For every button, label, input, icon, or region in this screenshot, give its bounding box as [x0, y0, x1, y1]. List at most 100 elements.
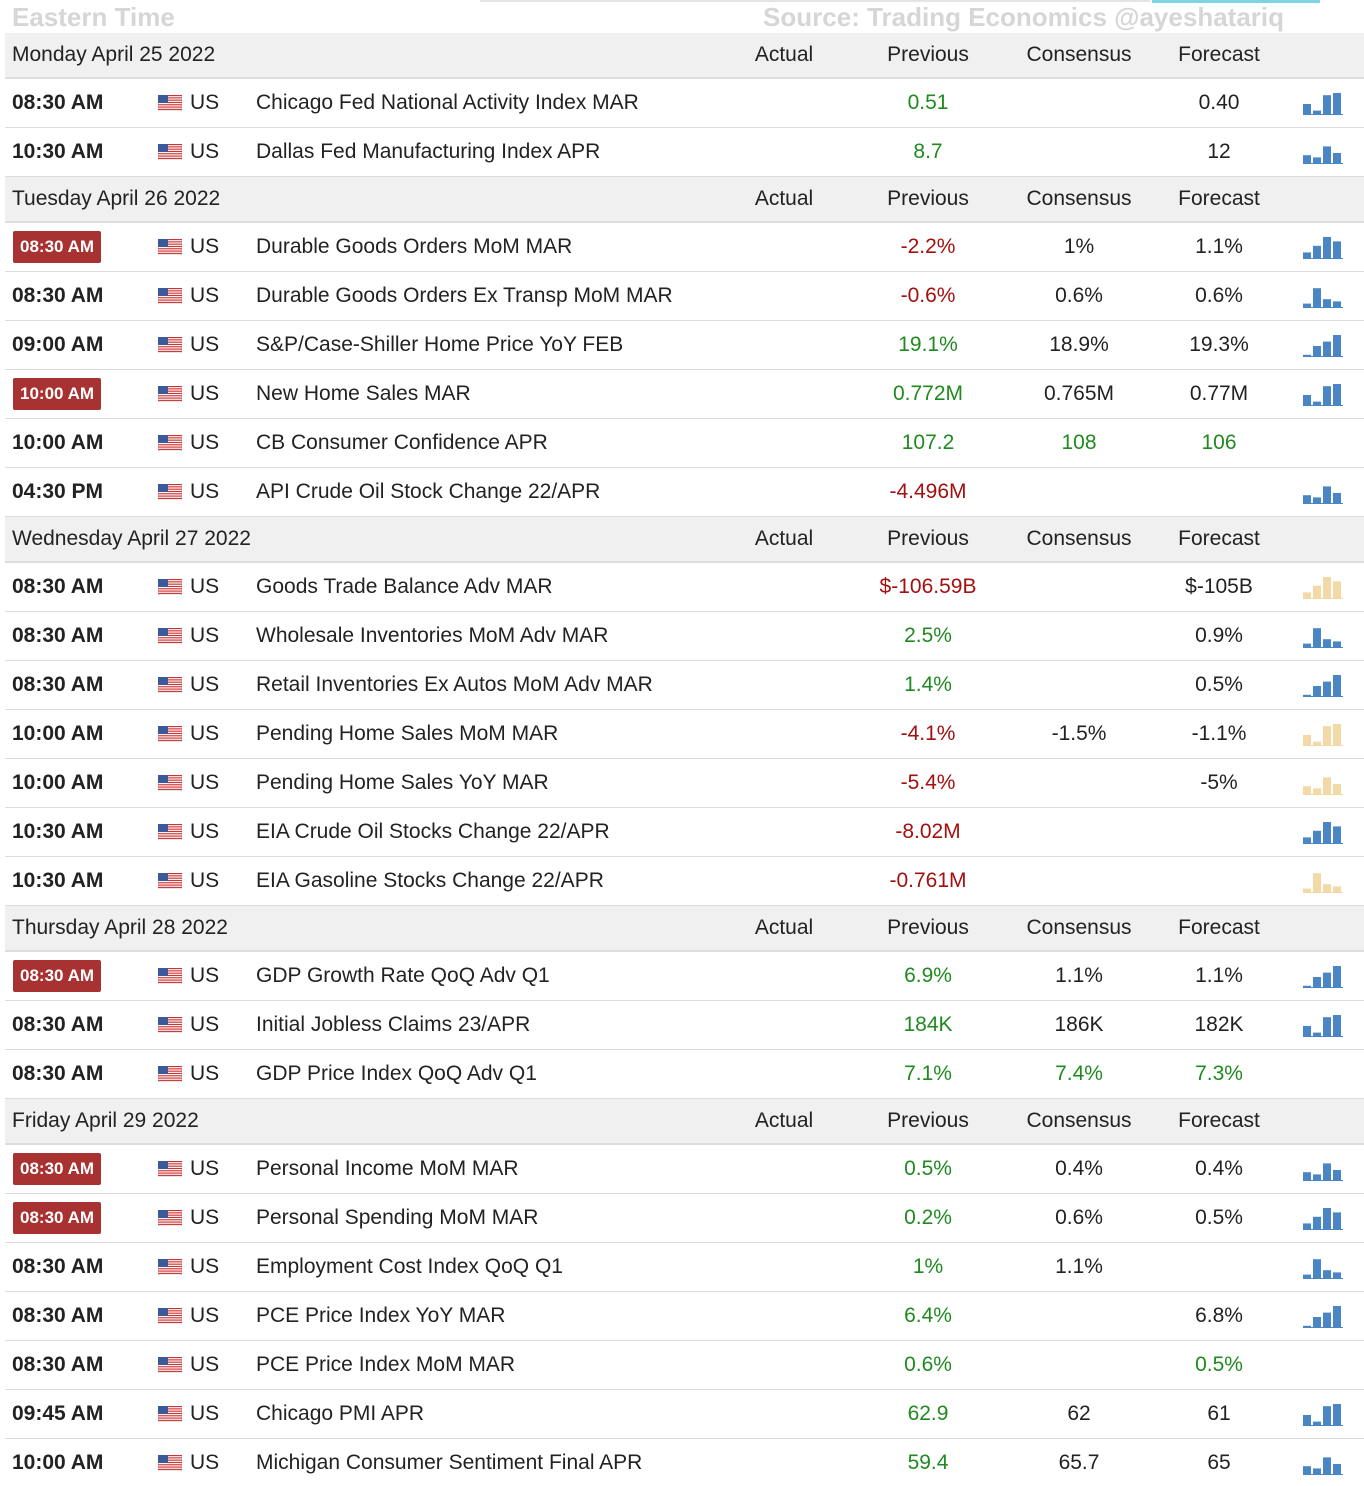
flag-stripe	[158, 250, 182, 252]
flag-stripe	[158, 1026, 182, 1028]
country: US	[190, 624, 220, 647]
flag-stripe	[158, 104, 182, 106]
flag-icon	[158, 1210, 182, 1226]
spark-base	[1303, 987, 1343, 988]
column-label: Forecast	[1178, 43, 1260, 66]
spark-base	[1303, 114, 1343, 115]
event-row: 08:30 AM US PCE Price Index YoY MAR 6.4% 6.8…	[5, 1292, 1364, 1341]
flag-stripe	[158, 437, 182, 439]
previous-value: 8.7	[913, 140, 943, 163]
flag-stripe	[158, 101, 182, 104]
spark-bar	[1323, 681, 1331, 697]
event-name: Wholesale Inventories MoM Adv MAR	[256, 624, 609, 647]
spark-base	[1303, 1229, 1343, 1230]
time: 10:30 AM	[12, 820, 104, 843]
flag-stripe	[158, 835, 182, 837]
country: US	[190, 964, 220, 987]
country: US	[190, 235, 220, 258]
event-name: Goods Trade Balance Adv MAR	[256, 575, 553, 598]
sparkline-icon	[1303, 1208, 1343, 1230]
flag-stripe	[158, 1167, 182, 1170]
sparkline-icon	[1303, 822, 1343, 844]
spark-bar	[1333, 724, 1341, 746]
previous-value: -0.6%	[900, 284, 956, 307]
flag-stripe	[158, 592, 182, 594]
spark-bar	[1313, 401, 1321, 406]
flag-stripe	[158, 977, 182, 979]
flag-stripe	[158, 1412, 182, 1415]
spark-base	[1303, 598, 1343, 599]
spark-bar	[1323, 486, 1331, 504]
flag-stripe	[158, 677, 182, 679]
event-row: 08:30 AM US PCE Price Index MoM MAR 0.6% 0.5…	[5, 1341, 1364, 1390]
flag-icon	[158, 677, 182, 693]
flag-stripe	[158, 1163, 182, 1165]
event-name: Personal Spending MoM MAR	[256, 1206, 539, 1229]
flag-stripe	[158, 686, 182, 688]
time: 08:30 AM	[12, 1304, 104, 1327]
spark-bar	[1333, 581, 1341, 599]
flag-stripe	[158, 585, 182, 588]
flag-stripe	[158, 1216, 182, 1219]
flag-stripe	[158, 245, 182, 248]
spark-bar	[1303, 1274, 1311, 1279]
event-name: PCE Price Index MoM MAR	[256, 1353, 516, 1376]
flag-stripe	[158, 1317, 182, 1319]
flag-stripe	[158, 157, 182, 159]
flag-stripe	[158, 392, 182, 395]
spark-bar	[1333, 1170, 1341, 1181]
flag-stripe	[158, 239, 182, 241]
event-row: 10:30 AM US EIA Gasoline Stocks Change 22/…	[5, 857, 1364, 906]
flag-stripe	[158, 737, 182, 739]
column-label: Actual	[754, 1109, 814, 1132]
column-label: Consensus	[1026, 187, 1132, 210]
flag-stripe	[158, 108, 182, 110]
event-row: 09:45 AM US Chicago PMI APR 62.9 62 61	[5, 1390, 1364, 1439]
spark-bar	[1333, 1306, 1341, 1328]
flag-stripe	[158, 777, 182, 779]
flag-canton	[158, 1259, 168, 1267]
column-label: Previous	[887, 527, 969, 550]
event-row: 08:30 AM US Durable Goods Orders Ex Transp…	[5, 272, 1364, 321]
sparkline-icon	[1303, 93, 1343, 115]
flag-stripe	[158, 1406, 182, 1408]
flag-stripe	[158, 590, 182, 592]
flag-stripe	[158, 788, 182, 790]
flag-stripe	[158, 486, 182, 488]
flag-stripe	[158, 337, 182, 339]
flag-stripe	[158, 243, 182, 245]
flag-stripe	[158, 388, 182, 390]
forecast-value: 6.8%	[1195, 1304, 1243, 1327]
flag-stripe	[158, 497, 182, 499]
country: US	[190, 673, 220, 696]
spark-bar	[1313, 110, 1321, 115]
flag-canton	[158, 239, 168, 247]
spark-bar	[1303, 1415, 1311, 1426]
flag-stripe	[158, 1359, 182, 1361]
sparkline-icon	[1303, 724, 1343, 746]
flag-stripe	[158, 1174, 182, 1176]
event-row: 08:30 AM US Personal Spending MoM MAR 0.2% 0…	[5, 1194, 1364, 1243]
flag-stripe	[158, 1017, 182, 1019]
tab-line	[480, 0, 1150, 2]
country: US	[190, 1402, 220, 1425]
spark-base	[1303, 503, 1343, 504]
day-header: Thursday April 28 2022 Actual Previous Cons…	[5, 906, 1364, 952]
forecast-value: 0.6%	[1195, 284, 1243, 307]
flag-stripe	[158, 683, 182, 686]
previous-value: $-106.59B	[879, 575, 977, 598]
spark-base	[1303, 405, 1343, 406]
flag-stripe	[158, 632, 182, 634]
time: 09:00 AM	[12, 333, 104, 356]
spark-base	[1303, 307, 1343, 308]
consensus-value: 18.9%	[1049, 333, 1109, 356]
sparkline-icon	[1303, 1404, 1343, 1426]
event-name: Personal Income MoM MAR	[256, 1157, 519, 1180]
flag-stripe	[158, 1223, 182, 1225]
previous-value: 0.6%	[904, 1353, 952, 1376]
flag-stripe	[158, 1464, 182, 1466]
sparkline-icon	[1303, 628, 1343, 648]
flag-stripe	[158, 784, 182, 786]
previous-value: -8.02M	[895, 820, 961, 843]
spark-bar	[1323, 1270, 1331, 1279]
